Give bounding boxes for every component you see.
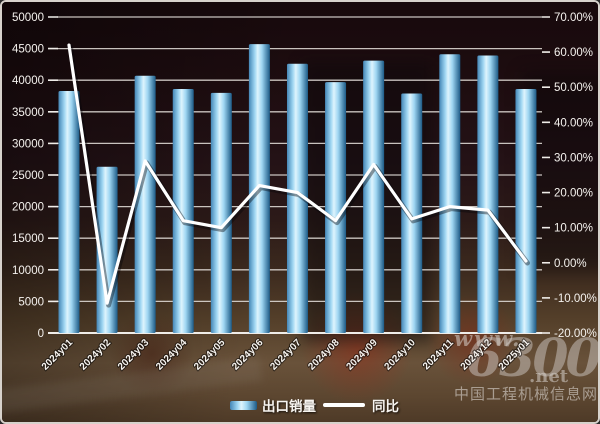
bar-2024y12 [477, 55, 499, 333]
right-axis-tick-label: -10.00% [554, 293, 597, 305]
bar-2024y02 [96, 166, 118, 333]
left-axis-tick-label: 20000 [12, 202, 44, 214]
left-axis-tick-label: 50000 [12, 12, 44, 24]
bar-2025y01 [515, 89, 537, 333]
bar-series [58, 44, 537, 334]
legend-bar-label: 出口销量 [262, 399, 316, 414]
right-axis-tick-label: -20.00% [554, 328, 597, 340]
left-axis-tick-label: 5000 [18, 296, 44, 308]
left-axis-tick-label: 15000 [12, 233, 44, 245]
right-axis-tick-label: 70.00% [554, 12, 593, 24]
yoy-line [67, 43, 528, 305]
bar-2024y04 [172, 89, 194, 333]
bar-2024y01 [58, 90, 80, 333]
x-tick-label: 2025y01 [497, 337, 533, 373]
x-tick-label: 2024y09 [344, 337, 380, 373]
bar-2024y06 [248, 44, 270, 334]
right-axis-tick-label: 50.00% [554, 82, 593, 94]
left-axis-tick-label: 0 [38, 328, 44, 340]
left-axis-tick-label: 40000 [12, 75, 44, 87]
bar-2024y08 [325, 82, 347, 333]
bar-2024y11 [439, 54, 461, 334]
bar-2024y05 [210, 92, 232, 333]
left-axis-tick-label: 35000 [12, 107, 44, 119]
right-axis-tick-label: 10.00% [554, 223, 593, 235]
x-tick-label: 2024y03 [116, 337, 152, 373]
x-tick-label: 2024y07 [268, 337, 304, 373]
x-tick-label: 2024y02 [78, 337, 114, 373]
x-tick-label: 2024y11 [421, 337, 456, 372]
right-axis-tick-label: 60.00% [554, 47, 593, 59]
left-axis-tick-label: 30000 [12, 138, 44, 150]
right-axis-tick-label: 0.00% [554, 258, 587, 270]
legend-line-label: 同比 [372, 399, 399, 414]
left-axis-tick-label: 25000 [12, 170, 44, 182]
bar-2024y09 [363, 60, 385, 333]
right-axis-tick-label: 40.00% [554, 117, 593, 129]
legend-line-swatch [323, 403, 365, 407]
legend: 出口销量 同比 [230, 395, 399, 415]
x-tick-label: 2024y01 [40, 337, 76, 373]
right-axis-tick-label: 30.00% [554, 152, 593, 164]
x-tick-label: 2024y04 [154, 337, 190, 373]
left-axis-tick-label: 45000 [12, 44, 44, 56]
bar-2024y03 [134, 75, 156, 333]
x-tick-label: 2024y12 [459, 337, 495, 373]
x-tick-label: 2024y05 [192, 337, 228, 373]
legend-bar-swatch [230, 400, 257, 410]
bar-2024y07 [286, 63, 308, 333]
right-axis-tick-label: 20.00% [554, 188, 593, 200]
x-tick-label: 2024y08 [306, 337, 342, 373]
x-tick-label: 2024y10 [383, 337, 419, 373]
line-series [67, 43, 530, 308]
x-tick-label: 2024y06 [230, 337, 266, 373]
bar-2024y10 [401, 93, 423, 333]
left-axis-tick-label: 10000 [12, 265, 44, 277]
